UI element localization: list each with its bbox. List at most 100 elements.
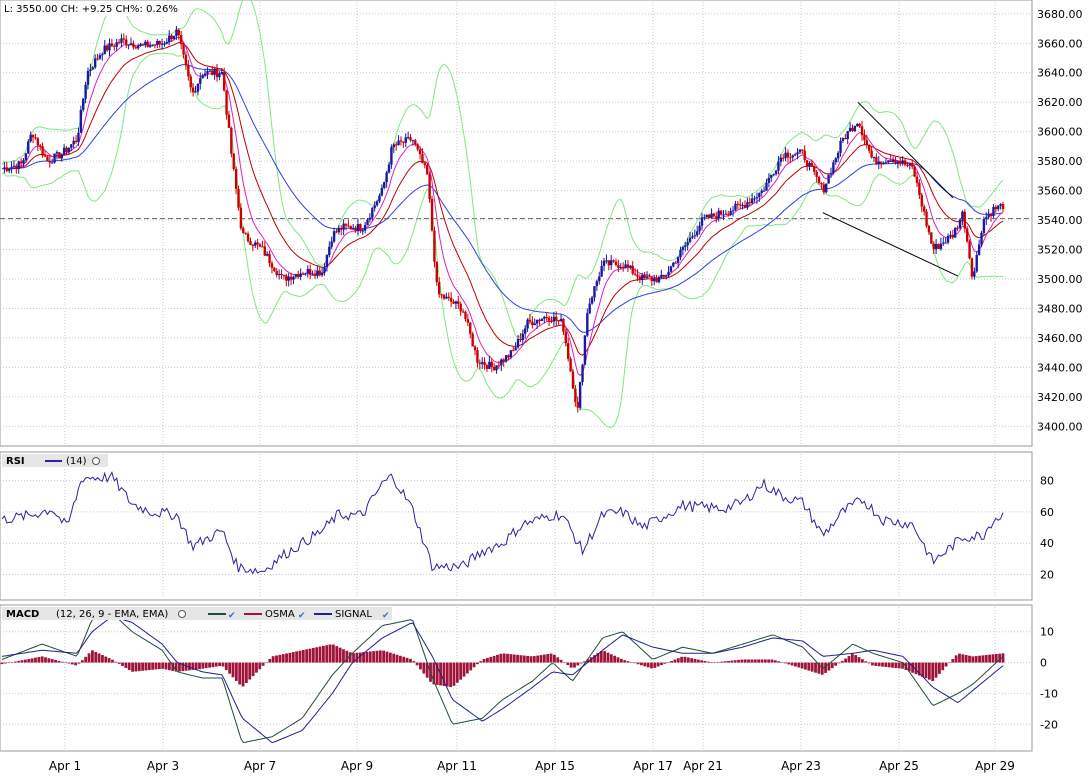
osma-bar	[857, 657, 861, 663]
osma-bar	[171, 662, 175, 671]
osma-bar	[64, 662, 68, 664]
osma-bar	[13, 661, 17, 663]
candle-body	[416, 144, 419, 150]
candle-body	[944, 242, 947, 244]
osma-bar	[573, 662, 576, 668]
osma-bar	[465, 662, 469, 674]
ema-mid-line	[1, 42, 1004, 356]
rsi-settings-icon[interactable]	[92, 457, 100, 465]
candle-body	[423, 163, 427, 166]
osma-bar	[288, 652, 292, 663]
osma-bar	[998, 653, 1002, 663]
osma-bar	[512, 654, 516, 663]
date-tick-label: Apr 23	[781, 759, 821, 773]
candle-body	[853, 125, 857, 132]
candle-body	[461, 311, 465, 313]
osma-bar	[974, 656, 978, 663]
price-tick-label: 3680.00	[1037, 8, 1083, 21]
candle-body	[297, 274, 300, 277]
osma-bar	[619, 658, 623, 663]
candle-body	[366, 219, 369, 226]
candle-body	[404, 137, 407, 143]
osma-bar	[569, 662, 573, 668]
osma-bar	[770, 659, 774, 663]
candle-body	[335, 231, 338, 233]
candle-body	[727, 213, 730, 215]
candle-body	[433, 230, 436, 262]
osma-bar	[700, 660, 704, 663]
candle-body	[839, 140, 842, 153]
osma-bar	[800, 662, 804, 669]
osma-bar	[348, 652, 352, 663]
candle-body	[533, 323, 536, 326]
osma-bar	[794, 662, 797, 667]
osma-bar	[181, 662, 185, 672]
candle-body	[629, 265, 632, 268]
candle-body	[227, 114, 231, 128]
candle-body	[77, 132, 80, 142]
osma-bar	[546, 654, 550, 663]
osma-bar	[583, 661, 586, 663]
osma-bar	[412, 661, 416, 663]
osma-bar	[576, 662, 580, 666]
osma-bar	[536, 655, 540, 663]
macd-check-icon[interactable]: ✔	[228, 611, 236, 621]
candle-body	[170, 35, 173, 40]
candle-body	[363, 225, 367, 231]
candle-body	[43, 155, 47, 157]
osma-bar	[750, 659, 754, 663]
date-tick-label: Apr 15	[535, 759, 575, 773]
osma-bar	[593, 655, 596, 663]
rsi-line	[1, 471, 1004, 575]
osma-bar	[462, 662, 466, 677]
candle-body	[523, 328, 527, 334]
osma-bar	[435, 662, 439, 685]
osma-bar	[556, 657, 560, 663]
candle-body	[306, 269, 309, 274]
candle-body	[129, 43, 133, 45]
candle-body	[550, 320, 553, 322]
candle-body	[437, 282, 441, 295]
candle-body	[954, 227, 957, 238]
osma-bar	[978, 655, 981, 663]
signal-check-icon[interactable]: ✔	[382, 611, 390, 621]
candle-body	[325, 254, 329, 267]
osma-bar	[860, 659, 864, 663]
candle-body	[519, 338, 522, 340]
osma-bar	[482, 658, 486, 663]
candle-body	[435, 261, 439, 283]
candle-body	[612, 260, 615, 262]
osma-bar	[1001, 653, 1005, 663]
osma-bar	[964, 654, 968, 663]
osma-bar	[285, 653, 288, 663]
candle-body	[476, 350, 479, 363]
candle-body	[328, 246, 331, 255]
osma-bar	[941, 662, 945, 671]
candle-body	[158, 40, 161, 45]
macd-settings-icon[interactable]	[178, 610, 186, 618]
candle-body	[710, 213, 713, 219]
osma-bar	[338, 647, 342, 663]
osma-bar	[917, 662, 921, 676]
candle-body	[418, 149, 422, 155]
osma-bar	[599, 651, 603, 663]
candle-body	[184, 54, 188, 66]
osma-bar	[244, 662, 248, 683]
osma-bar	[492, 655, 496, 663]
candle-body	[332, 231, 336, 242]
candle-body	[182, 44, 185, 55]
candle-body	[495, 365, 498, 371]
candle-body	[445, 296, 448, 299]
candle-body	[664, 275, 668, 277]
rsi-tick-label: 40	[1040, 537, 1054, 550]
candle-body	[863, 135, 866, 141]
osma-bar	[60, 661, 64, 663]
candle-body	[55, 152, 59, 154]
candle-body	[411, 140, 415, 142]
osma-bar	[773, 660, 777, 663]
candle-body	[825, 183, 828, 193]
candle-body	[531, 321, 534, 326]
osma-check-icon[interactable]: ✔	[298, 611, 306, 621]
candle-body	[555, 316, 558, 321]
rsi-axis: 20 40 60 80	[1040, 475, 1054, 582]
